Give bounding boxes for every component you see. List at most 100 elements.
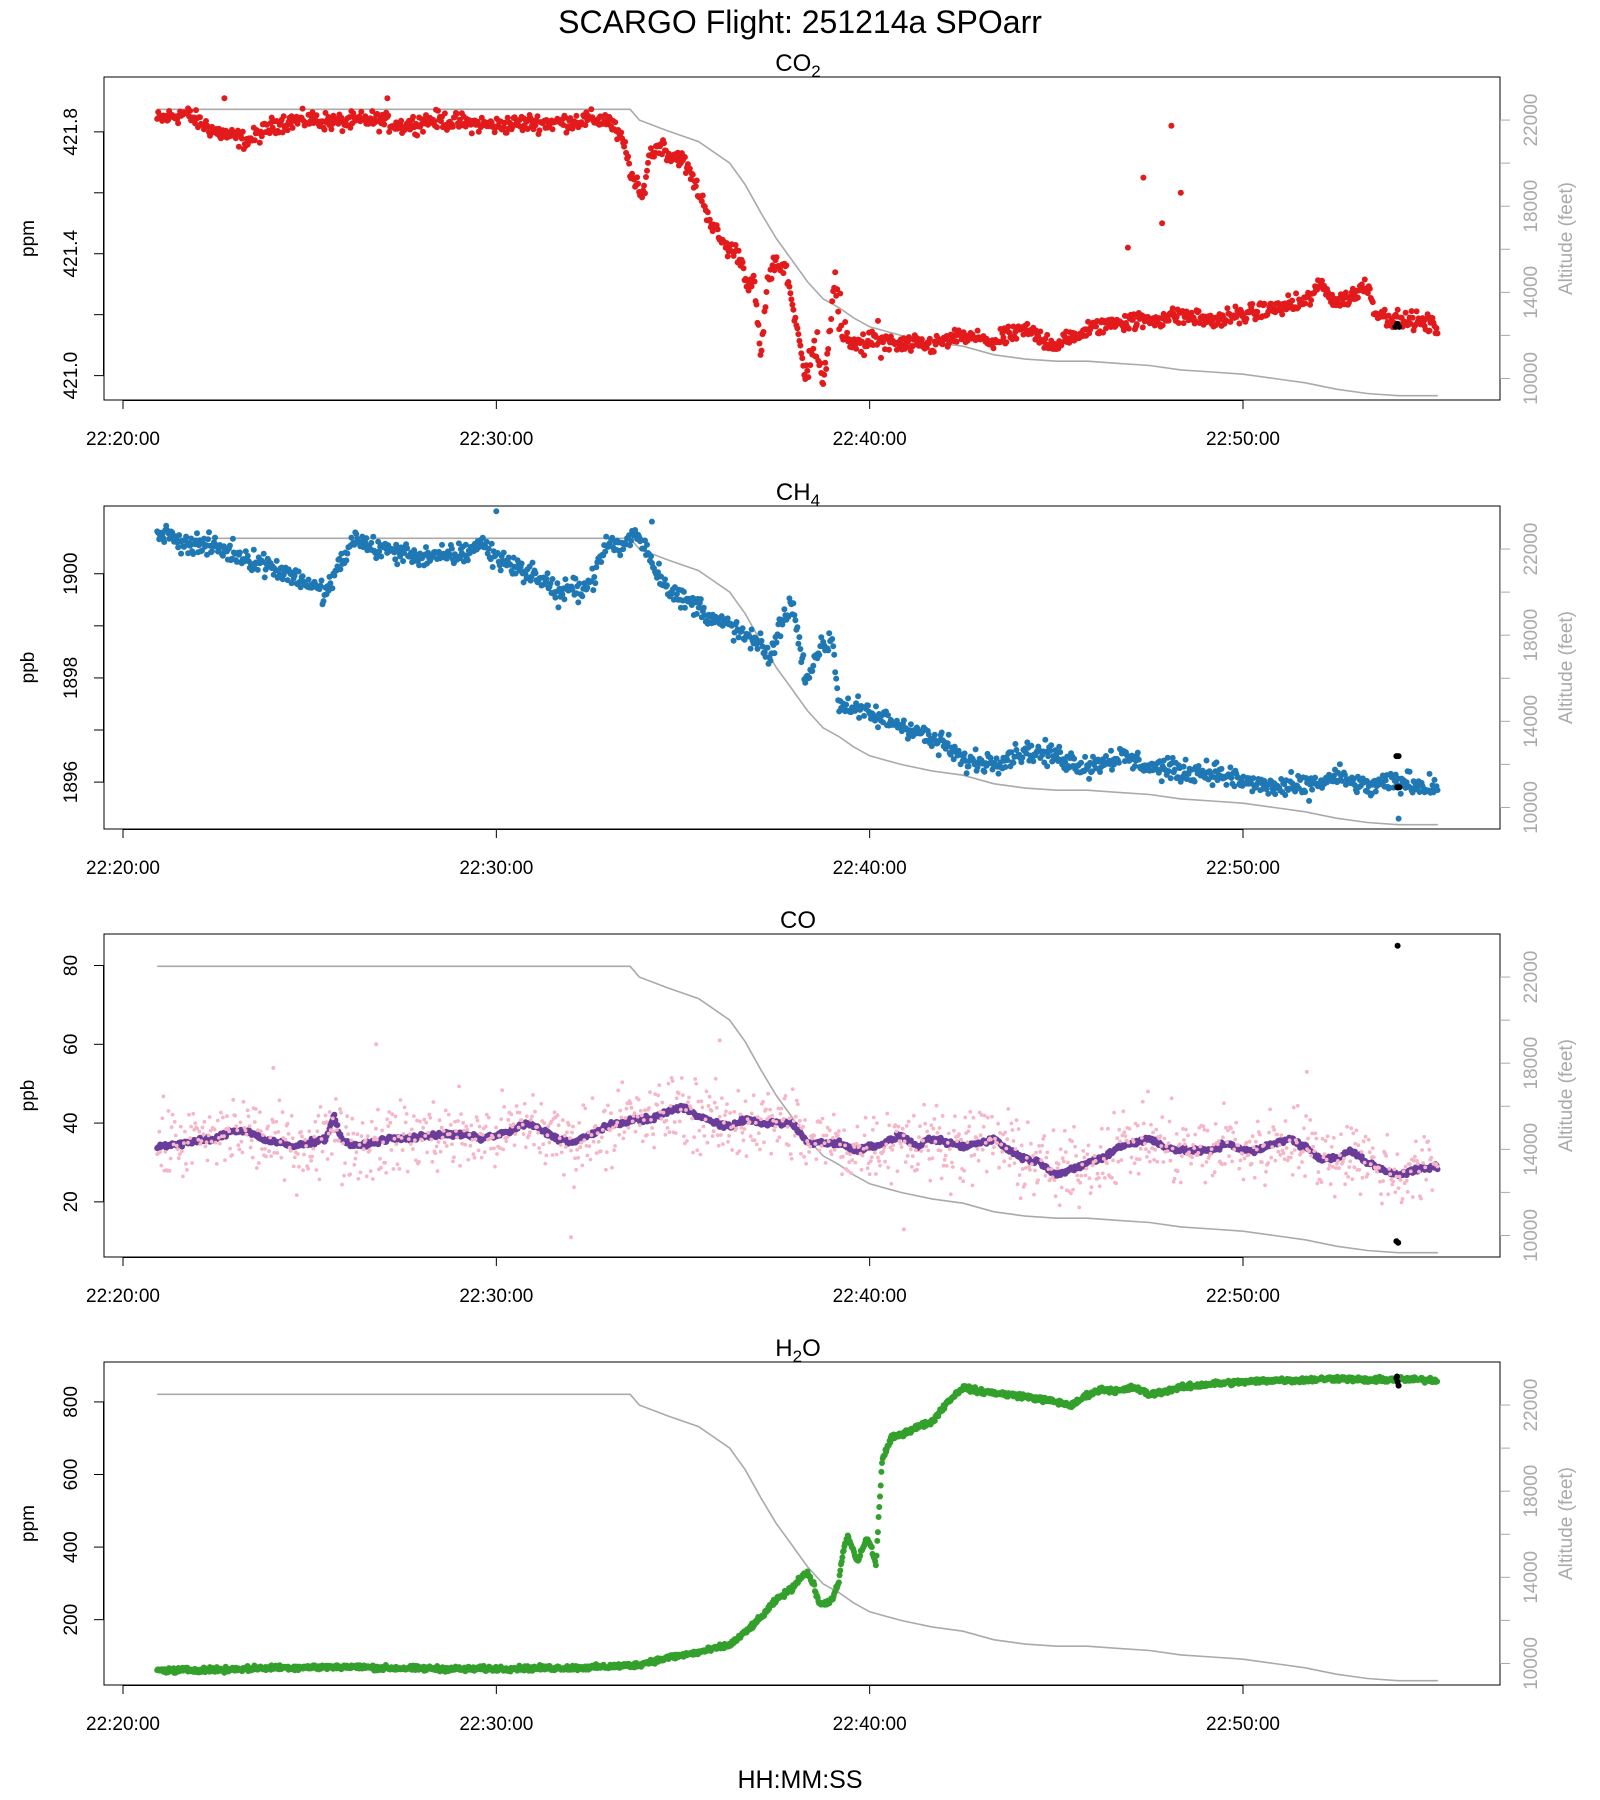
co-raw-point: [326, 1131, 331, 1136]
co-raw-point: [971, 1115, 976, 1120]
ch4-point: [456, 555, 463, 562]
ch4-point: [764, 644, 771, 651]
ch4-point: [1030, 758, 1037, 765]
co-raw-point: [203, 1144, 208, 1149]
ch4-point: [219, 552, 226, 559]
co-raw-point: [571, 1124, 575, 1129]
ch4-point: [1062, 758, 1069, 765]
co-raw-point: [966, 1129, 971, 1134]
co-raw-point: [420, 1138, 424, 1143]
ch4-point: [603, 533, 610, 540]
co-raw-point: [1024, 1155, 1029, 1160]
co2-point: [1180, 320, 1187, 327]
co-raw-point: [801, 1124, 805, 1129]
ch4-point: [681, 604, 688, 611]
co-raw-point: [568, 1136, 572, 1141]
y2-tick-label: 14000: [1521, 695, 1542, 748]
co-raw-point: [875, 1121, 879, 1125]
co-raw-point: [1192, 1146, 1197, 1150]
co-raw-point: [353, 1156, 358, 1161]
ch4-point: [1042, 736, 1049, 743]
co-raw-point: [790, 1087, 795, 1091]
co-raw-point: [172, 1119, 177, 1124]
ch4-point: [500, 549, 507, 556]
ch4-point: [656, 560, 662, 567]
co-raw-point: [624, 1106, 629, 1111]
ch4-point: [816, 651, 823, 658]
co-raw-point: [922, 1102, 926, 1107]
co-raw-point: [395, 1162, 400, 1167]
co-raw-point: [948, 1192, 953, 1197]
co-raw-point: [823, 1161, 828, 1165]
co-raw-point: [1147, 1150, 1151, 1154]
co-raw-point: [907, 1143, 912, 1148]
co2-point: [693, 177, 700, 184]
co2-point: [435, 107, 441, 114]
co-raw-point: [889, 1181, 894, 1186]
co-raw-point: [933, 1139, 938, 1144]
co-raw-point: [310, 1154, 315, 1159]
co2-point: [562, 114, 569, 121]
co2-point: [681, 154, 688, 161]
co-raw-point: [1105, 1161, 1109, 1166]
co-raw-point: [443, 1108, 448, 1113]
co-raw-point: [916, 1162, 920, 1167]
co-raw-point: [831, 1112, 836, 1117]
co2-point: [1429, 315, 1436, 321]
co-raw-point: [774, 1120, 779, 1124]
co-raw-point: [521, 1132, 526, 1136]
co-raw-point: [773, 1124, 778, 1129]
co-raw-point: [1190, 1155, 1194, 1160]
co-raw-point: [425, 1150, 430, 1155]
co2-point: [519, 127, 526, 134]
co-raw-point: [791, 1119, 796, 1123]
co-raw-point: [185, 1168, 189, 1172]
co-raw-point: [824, 1133, 829, 1138]
co2-point: [810, 345, 817, 352]
co-raw-point: [942, 1157, 947, 1162]
co2-point: [567, 115, 574, 122]
co-raw-point: [1016, 1127, 1021, 1131]
co2-point: [1402, 309, 1409, 316]
co-raw-point: [953, 1114, 957, 1118]
co-raw-point: [397, 1167, 402, 1171]
co-raw-point: [838, 1142, 842, 1147]
co-raw-point: [787, 1116, 792, 1121]
co-raw-point: [620, 1080, 625, 1085]
co-raw-point: [374, 1126, 378, 1131]
co-raw-point: [292, 1155, 297, 1160]
co-raw-point: [343, 1161, 347, 1165]
co-raw-point: [530, 1114, 534, 1119]
co-raw-point: [652, 1145, 656, 1150]
ch4-point: [464, 557, 471, 564]
co-raw-point: [1151, 1130, 1155, 1135]
co-raw-point: [1154, 1127, 1159, 1132]
co-raw-point: [311, 1146, 316, 1151]
co-raw-point: [741, 1138, 746, 1143]
ch4-point: [206, 529, 212, 536]
co-raw-point: [1025, 1120, 1030, 1125]
co2-point: [861, 352, 868, 359]
co-raw-point: [827, 1128, 832, 1133]
co-raw-point: [612, 1148, 616, 1152]
co2-point: [900, 335, 907, 342]
co2-point: [828, 316, 835, 322]
y2-tick-label: 22000: [1521, 523, 1542, 576]
co-raw-point: [742, 1127, 747, 1131]
ch4-point: [1282, 792, 1289, 798]
co-raw-point: [840, 1172, 844, 1177]
ch4-point: [505, 554, 512, 561]
co2-point: [860, 331, 867, 338]
co-raw-point: [887, 1123, 892, 1128]
co-raw-point: [1189, 1161, 1193, 1166]
co-raw-point: [579, 1140, 584, 1145]
co-raw-point: [769, 1151, 774, 1156]
co-raw-point: [294, 1193, 299, 1197]
co-raw-point: [1019, 1143, 1024, 1148]
co-raw-point: [204, 1140, 209, 1145]
ch4-point: [1013, 746, 1020, 753]
co-raw-point: [506, 1118, 511, 1122]
co-raw-point: [1165, 1149, 1170, 1154]
